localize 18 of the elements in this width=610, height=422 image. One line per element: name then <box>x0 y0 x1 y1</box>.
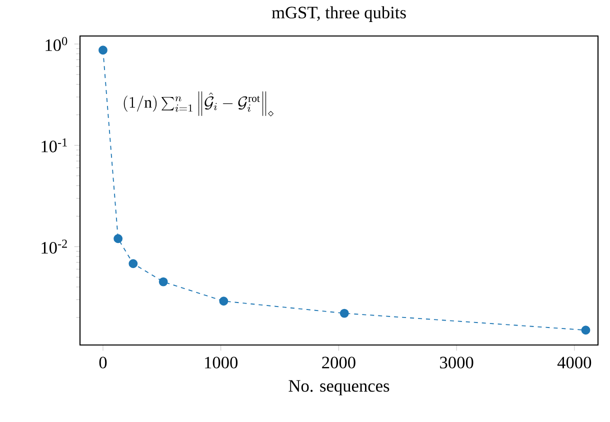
x-axis-title: No. sequences <box>288 380 390 396</box>
x-tick-label: 2000 <box>322 356 356 368</box>
x-tick-label: 1000 <box>205 356 238 368</box>
annotation: $(1/\mathrm{n})\sum_{i=1}^{n} \left\Vert \hat{\mathcal{G}}_i - \mathcal{G}_i^{\mathrm{rot}}\right\Vert_\diamond$ <box>124 91 274 116</box>
x-tick-label: 3000 <box>440 356 474 368</box>
point <box>98 46 108 55</box>
point <box>340 308 349 318</box>
y-tick-label: 10$^{-1}$ <box>42 138 67 152</box>
chart-title: mGST, three qubits <box>272 6 406 22</box>
x-tick-label: 0 <box>99 356 107 368</box>
x-tick-label: 4000 <box>557 356 592 368</box>
point <box>128 259 138 268</box>
point <box>158 277 168 286</box>
point <box>114 234 123 244</box>
y-tick-label: 10$^{-2}$ <box>42 240 67 254</box>
point <box>581 326 590 335</box>
y-tick-label: 10$^{0}$ <box>46 36 68 52</box>
point <box>219 296 228 306</box>
